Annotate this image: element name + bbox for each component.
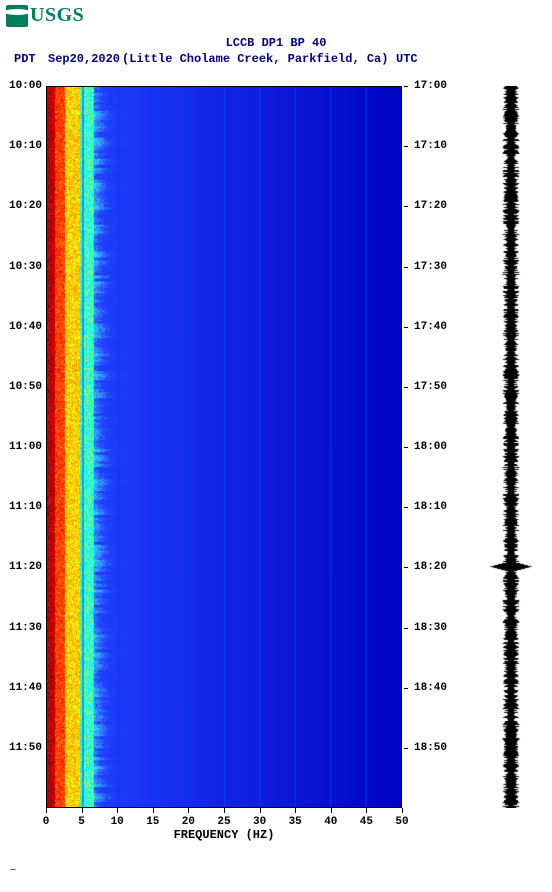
x-tick: 40 <box>324 816 337 828</box>
x-tick: 25 <box>217 816 230 828</box>
y-left-tick: 11:10 <box>9 501 42 513</box>
y-left-tick: 11:30 <box>9 622 42 634</box>
date-label: Sep20,2020 <box>48 52 120 66</box>
usgs-wave-icon <box>6 5 28 27</box>
y-right-tick: 17:30 <box>414 261 447 273</box>
x-axis-label: FREQUENCY (HZ) <box>46 828 402 842</box>
y-left-tick: 11:00 <box>9 441 42 453</box>
y-left-tick: 11:50 <box>9 742 42 754</box>
x-tick: 15 <box>146 816 159 828</box>
x-tick: 0 <box>43 816 50 828</box>
x-tick: 45 <box>360 816 373 828</box>
y-left-tick: 10:10 <box>9 140 42 152</box>
usgs-logo-text: USGS <box>30 4 84 27</box>
spectrogram-plot <box>46 86 402 808</box>
footer-mark: ~ <box>10 866 16 877</box>
spectrogram-canvas <box>47 87 401 807</box>
y-left-tick: 11:40 <box>9 682 42 694</box>
x-tick: 20 <box>182 816 195 828</box>
y-right-tick: 18:30 <box>414 622 447 634</box>
y-right-tick: 18:50 <box>414 742 447 754</box>
seismogram-trace <box>484 86 538 808</box>
location-label: (Little Cholame Creek, Parkfield, Ca) <box>122 52 388 66</box>
y-right-tick: 17:10 <box>414 140 447 152</box>
x-tick: 5 <box>78 816 85 828</box>
y-right-tick: 17:50 <box>414 381 447 393</box>
seismogram-canvas <box>484 86 538 808</box>
x-tick: 35 <box>289 816 302 828</box>
y-left-tick: 10:30 <box>9 261 42 273</box>
y-right-tick: 17:20 <box>414 200 447 212</box>
y-right-tick: 18:20 <box>414 561 447 573</box>
x-tick: 50 <box>395 816 408 828</box>
y-axis-left: 10:0010:1010:2010:3010:4010:5011:0011:10… <box>0 86 44 808</box>
y-right-tick: 18:40 <box>414 682 447 694</box>
x-tick: 10 <box>111 816 124 828</box>
y-left-tick: 10:50 <box>9 381 42 393</box>
y-left-tick: 10:20 <box>9 200 42 212</box>
x-tick: 30 <box>253 816 266 828</box>
chart-title: LCCB DP1 BP 40 <box>0 36 552 50</box>
y-right-tick: 18:00 <box>414 441 447 453</box>
tz-left-label: PDT <box>14 52 36 66</box>
y-right-tick: 17:00 <box>414 80 447 92</box>
y-left-tick: 11:20 <box>9 561 42 573</box>
y-right-tick: 18:10 <box>414 501 447 513</box>
y-right-tick: 17:40 <box>414 321 447 333</box>
usgs-logo: USGS <box>6 4 84 27</box>
y-axis-right: 17:0017:1017:2017:3017:4017:5018:0018:10… <box>404 86 454 808</box>
y-left-tick: 10:40 <box>9 321 42 333</box>
tz-right-label: UTC <box>396 52 418 66</box>
y-left-tick: 10:00 <box>9 80 42 92</box>
